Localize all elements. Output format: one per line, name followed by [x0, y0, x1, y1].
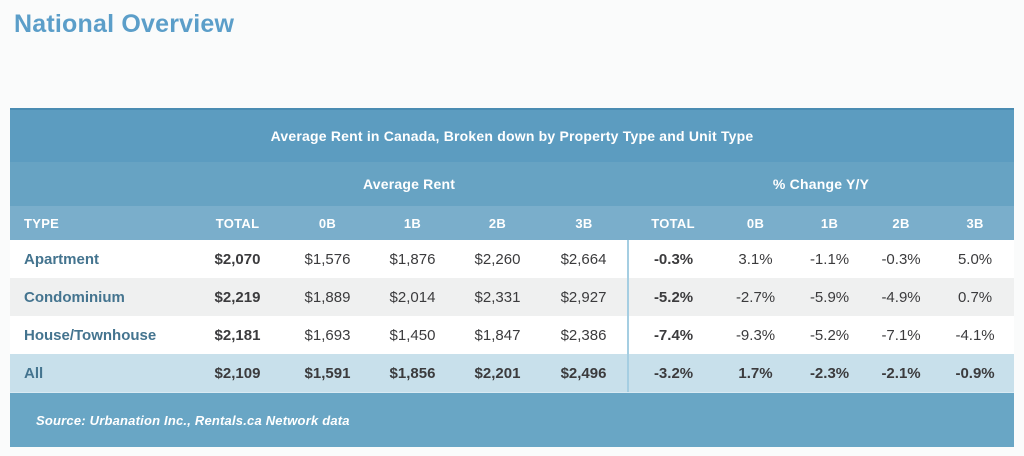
cell-chg-3b: -0.9% — [936, 354, 1015, 392]
cell-chg-3b: 5.0% — [936, 240, 1015, 278]
rent-table: Average Rent in Canada, Broken down by P… — [10, 108, 1015, 447]
cell-rent-0b: $1,889 — [285, 278, 370, 316]
cell-rent-3b: $2,496 — [540, 354, 629, 392]
column-header-chg-2b: 2B — [866, 206, 937, 240]
cell-chg-total: -0.3% — [627, 240, 719, 278]
cell-chg-0b: -9.3% — [718, 316, 794, 354]
cell-rent-3b: $2,927 — [540, 278, 629, 316]
cell-chg-3b: -4.1% — [936, 316, 1015, 354]
cell-chg-0b: 3.1% — [718, 240, 794, 278]
column-header-rent-0b: 0B — [285, 206, 370, 240]
cell-rent-2b: $1,847 — [455, 316, 540, 354]
cell-rent-3b: $2,386 — [540, 316, 629, 354]
column-header-row: TYPE TOTAL 0B 1B 2B 3B TOTAL 0B 1B 2B 3B — [10, 206, 1015, 240]
cell-rent-total: $2,109 — [190, 354, 285, 392]
column-header-rent-3b: 3B — [540, 206, 629, 240]
cell-chg-total: -7.4% — [627, 316, 719, 354]
cell-rent-total: $2,219 — [190, 278, 285, 316]
column-header-type: TYPE — [10, 206, 190, 240]
cell-chg-total: -5.2% — [627, 278, 719, 316]
column-header-rent-1b: 1B — [370, 206, 455, 240]
cell-rent-2b: $2,331 — [455, 278, 540, 316]
row-label: House/Townhouse — [10, 316, 190, 354]
column-header-rent-2b: 2B — [455, 206, 540, 240]
table-row-apartment: Apartment $2,070 $1,576 $1,876 $2,260 $2… — [10, 240, 1015, 278]
row-label: Apartment — [10, 240, 190, 278]
cell-rent-3b: $2,664 — [540, 240, 629, 278]
group-header-pct-change: % Change Y/Y — [628, 162, 1015, 206]
cell-chg-1b: -5.2% — [793, 316, 867, 354]
cell-chg-1b: -2.3% — [793, 354, 867, 392]
cell-chg-2b: -7.1% — [866, 316, 937, 354]
column-header-chg-3b: 3B — [936, 206, 1015, 240]
page-title: National Overview — [14, 10, 235, 38]
table-source-note: Source: Urbanation Inc., Rentals.ca Netw… — [10, 392, 1014, 447]
row-label: All — [10, 354, 190, 392]
cell-rent-2b: $2,201 — [455, 354, 540, 392]
cell-chg-3b: 0.7% — [936, 278, 1015, 316]
cell-chg-2b: -2.1% — [866, 354, 937, 392]
cell-chg-2b: -4.9% — [866, 278, 937, 316]
group-header-average-rent: Average Rent — [190, 162, 629, 206]
column-header-chg-1b: 1B — [793, 206, 867, 240]
column-header-chg-total: TOTAL — [628, 206, 719, 240]
cell-rent-1b: $2,014 — [370, 278, 455, 316]
cell-rent-0b: $1,591 — [285, 354, 370, 392]
cell-rent-1b: $1,450 — [370, 316, 455, 354]
cell-rent-1b: $1,856 — [370, 354, 455, 392]
cell-chg-total: -3.2% — [627, 354, 719, 392]
group-header-spacer — [10, 162, 190, 206]
group-header-row: Average Rent % Change Y/Y — [10, 162, 1015, 206]
cell-chg-1b: -1.1% — [793, 240, 867, 278]
column-header-chg-0b: 0B — [718, 206, 794, 240]
cell-chg-2b: -0.3% — [866, 240, 937, 278]
rent-data-table: Average Rent % Change Y/Y TYPE TOTAL 0B … — [10, 162, 1015, 392]
table-row-house-townhouse: House/Townhouse $2,181 $1,693 $1,450 $1,… — [10, 316, 1015, 354]
cell-rent-1b: $1,876 — [370, 240, 455, 278]
cell-chg-1b: -5.9% — [793, 278, 867, 316]
cell-rent-total: $2,181 — [190, 316, 285, 354]
row-label: Condominium — [10, 278, 190, 316]
cell-chg-0b: 1.7% — [718, 354, 794, 392]
cell-rent-total: $2,070 — [190, 240, 285, 278]
cell-rent-2b: $2,260 — [455, 240, 540, 278]
cell-rent-0b: $1,576 — [285, 240, 370, 278]
cell-chg-0b: -2.7% — [718, 278, 794, 316]
table-row-condominium: Condominium $2,219 $1,889 $2,014 $2,331 … — [10, 278, 1015, 316]
column-header-rent-total: TOTAL — [190, 206, 285, 240]
table-caption: Average Rent in Canada, Broken down by P… — [10, 110, 1014, 162]
table-row-all: All $2,109 $1,591 $1,856 $2,201 $2,496 -… — [10, 354, 1015, 392]
cell-rent-0b: $1,693 — [285, 316, 370, 354]
